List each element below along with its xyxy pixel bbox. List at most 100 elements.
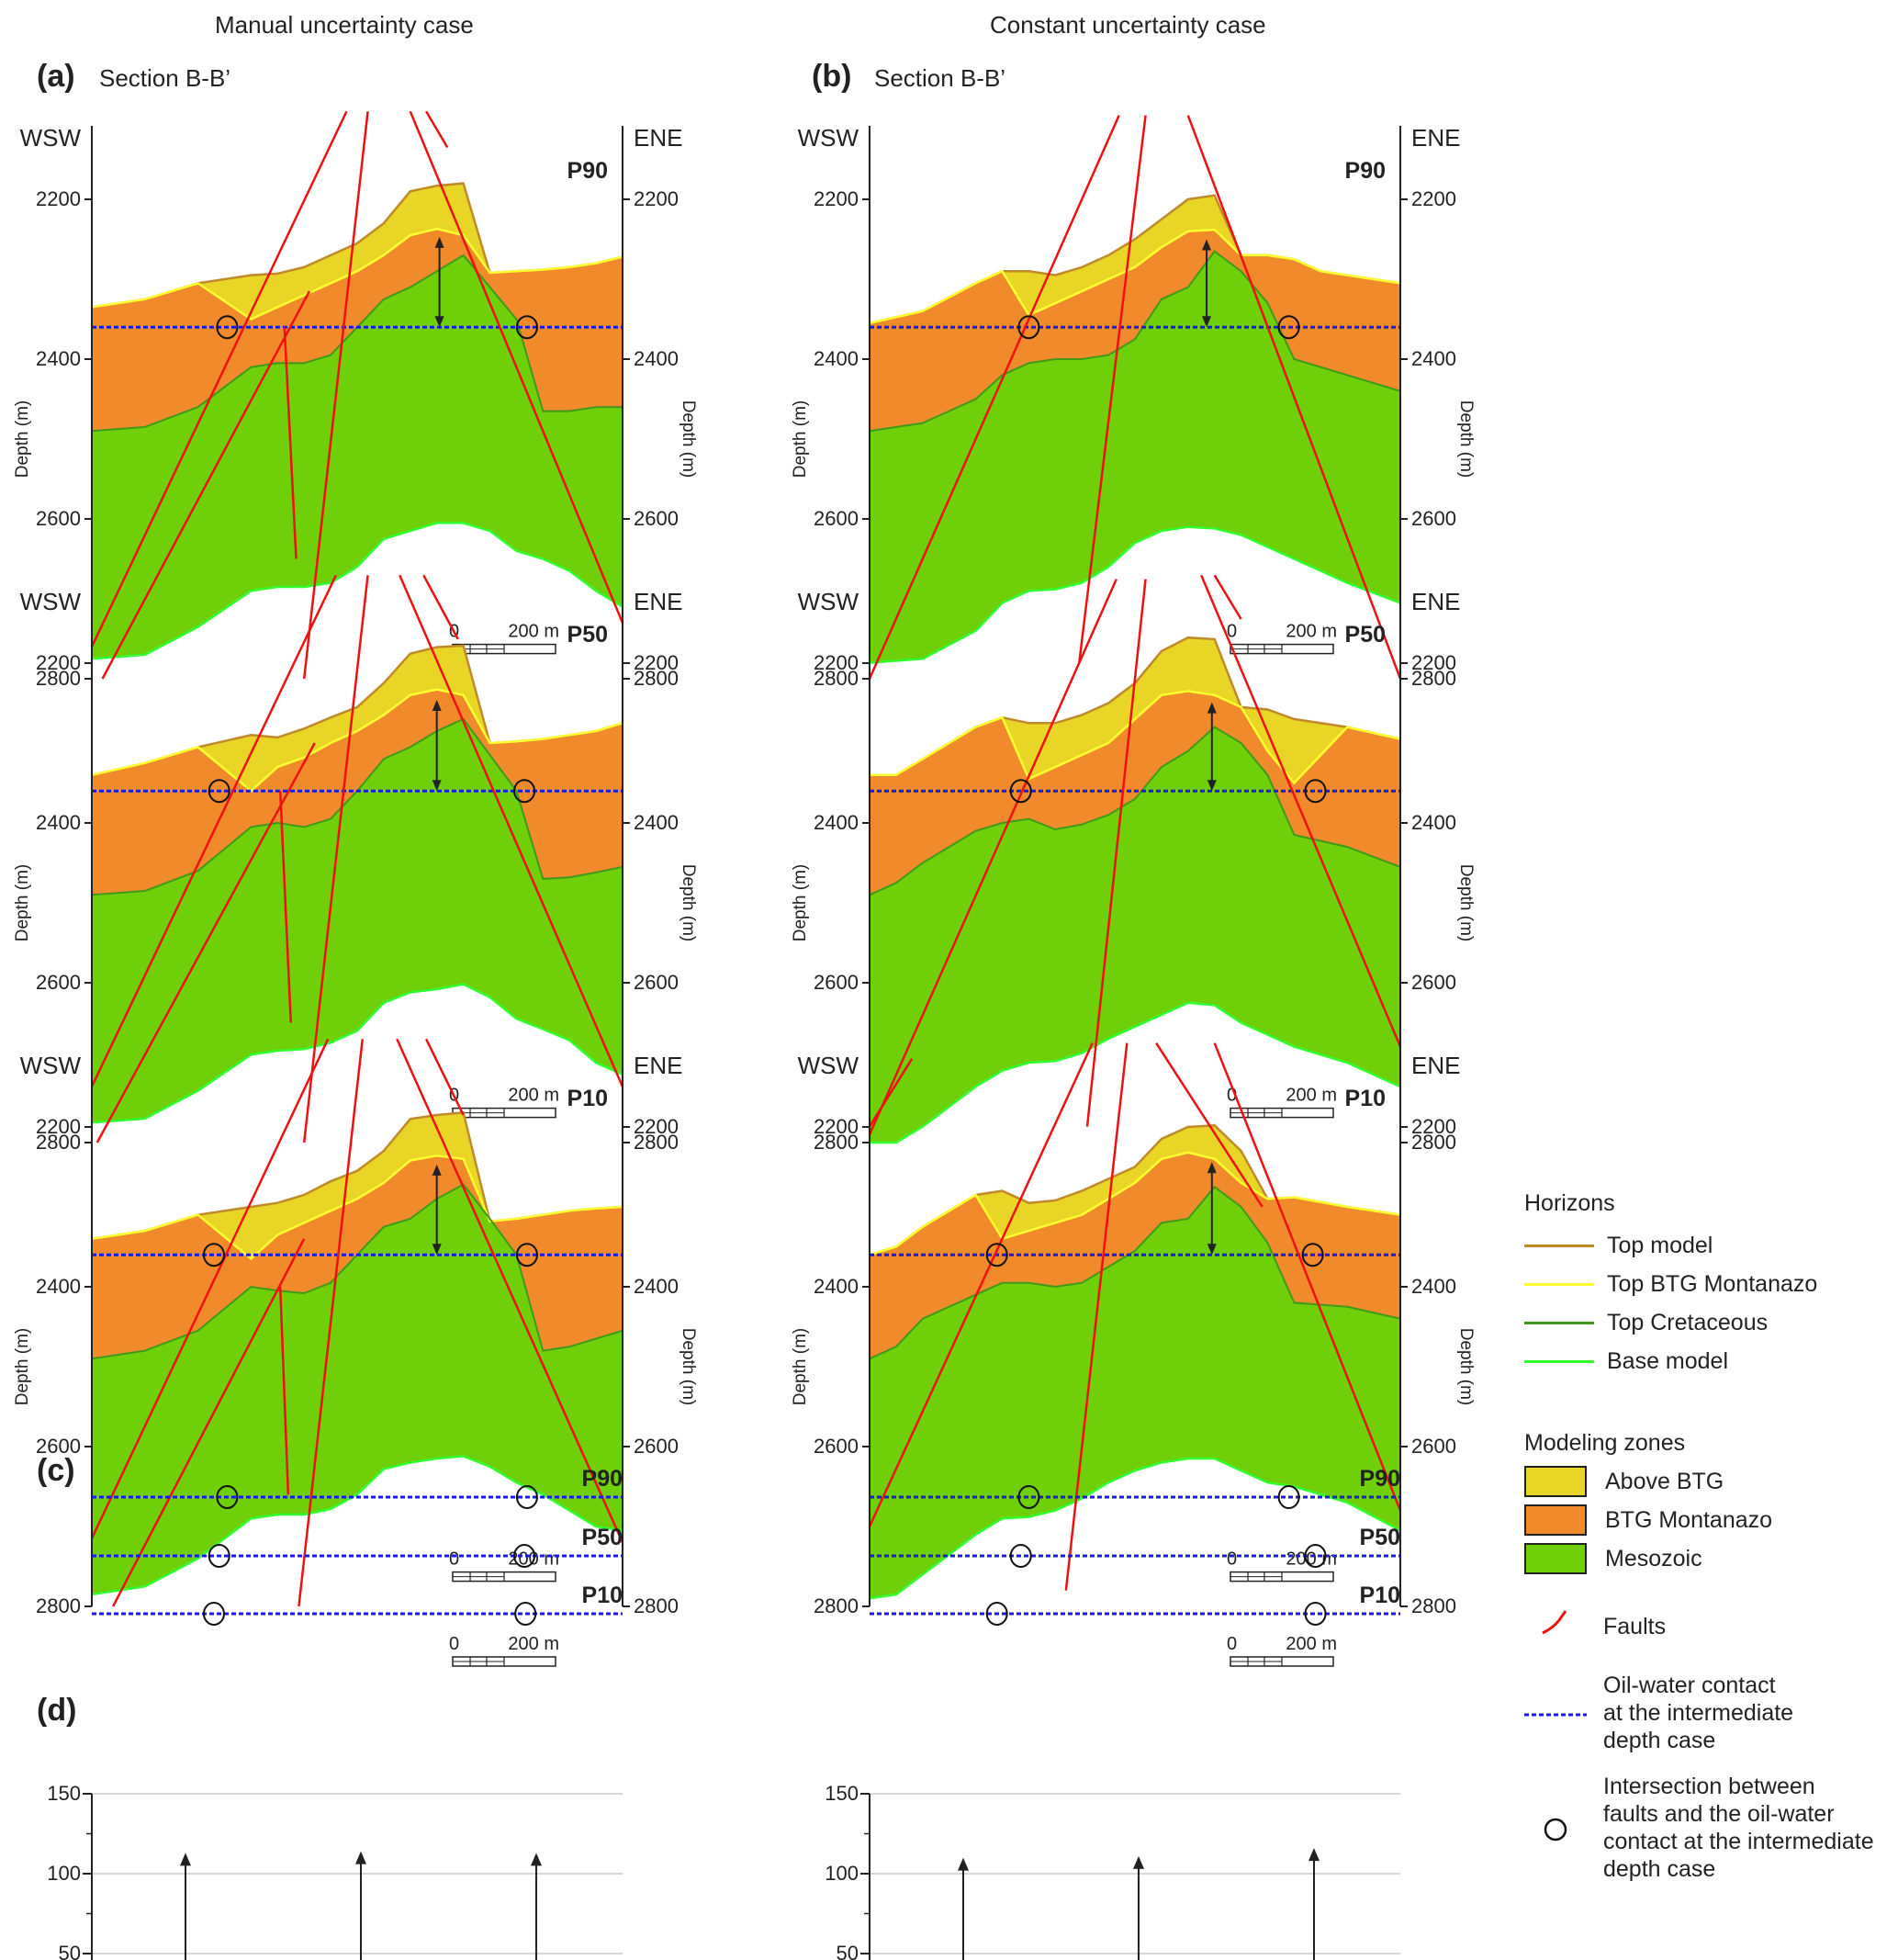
- legend-zone-label: Above BTG: [1605, 1469, 1724, 1494]
- owc-fault-intersection-circle: [1301, 1243, 1324, 1267]
- case-label-p10: P10: [567, 1086, 608, 1111]
- zone-mesozoic: [92, 254, 623, 659]
- depth-tick-label-left: 2400: [36, 347, 81, 370]
- arrow-head-up-icon: [432, 1164, 442, 1176]
- zone-mesozoic: [92, 718, 623, 1123]
- direction-label-wsw: WSW: [798, 124, 859, 152]
- panel-letter-b: (b): [812, 59, 852, 94]
- horizon-top-cretaceous: [91, 1183, 623, 1360]
- y-tick-label: 150: [825, 1782, 859, 1805]
- zone-color-swatch-icon: [1524, 1543, 1587, 1574]
- fault-line: [399, 574, 624, 1087]
- owc-fault-intersection-circle: [515, 1485, 538, 1509]
- legend-zone-item: Mesozoic: [1524, 1541, 1892, 1580]
- legend-zone-label: BTG Montanazo: [1605, 1507, 1773, 1533]
- depth-tick-label-right: 2400: [1411, 1275, 1456, 1298]
- depth-axis-title-left: Depth (m): [791, 1328, 810, 1405]
- fault-line: [1213, 1042, 1402, 1512]
- owc-row-label-p90: P90: [1360, 1466, 1400, 1492]
- horizon-base-model: [91, 522, 623, 660]
- horizon-top-cretaceous: [91, 253, 623, 433]
- owc-fault-intersection-circle: [514, 1602, 537, 1626]
- depth-tick-label-right: 2800: [634, 1594, 679, 1617]
- arrow-head-up-icon: [1207, 702, 1217, 714]
- depth-axis-title-right: Depth (m): [679, 1328, 698, 1405]
- legend-zone-label: Mesozoic: [1605, 1546, 1702, 1571]
- case-label-p90: P90: [567, 158, 608, 184]
- y-tick-label: 150: [47, 1782, 81, 1805]
- column-title-constant: Constant uncertainty case: [990, 11, 1266, 39]
- depth-axis-title-left: Depth (m): [13, 864, 32, 941]
- legend-intersection-label-line: depth case: [1603, 1856, 1716, 1882]
- depth-tick-label-left: 2800: [814, 667, 859, 690]
- owc-fault-intersection-circle: [1304, 1602, 1327, 1626]
- fault-line: [101, 290, 311, 680]
- arrow-head-up-icon: [1308, 1848, 1320, 1862]
- arrow-head-up-icon: [180, 1853, 191, 1866]
- depth-tick-label-right: 2800: [1411, 1594, 1456, 1617]
- fault-line: [90, 574, 338, 1087]
- direction-label-wsw: WSW: [798, 1052, 859, 1079]
- depth-tick-label-left: 2400: [36, 1275, 81, 1298]
- zone-above-btg: [92, 183, 623, 320]
- owc-fault-intersection-circle: [1277, 1485, 1300, 1509]
- depth-tick-label-left: 2200: [36, 651, 81, 674]
- fault-line: [278, 791, 292, 1023]
- legend-horizon-label: Top model: [1607, 1233, 1713, 1258]
- legend-intersection-label-line: faults and the oil-water: [1603, 1801, 1835, 1827]
- owc-row-label-p10: P10: [582, 1583, 623, 1608]
- legend-intersection-label-line: Intersection between: [1603, 1774, 1815, 1799]
- scale-bar-label-start: 0: [449, 1634, 459, 1654]
- fault-line: [409, 110, 624, 624]
- scale-bar-label-end: 200 m: [508, 622, 559, 642]
- depth-axis-title-right: Depth (m): [1456, 1328, 1476, 1405]
- legend-zone-item: BTG Montanazo: [1524, 1503, 1892, 1541]
- depth-tick-label-right: 2600: [634, 1435, 679, 1458]
- fault-line: [1078, 115, 1147, 663]
- depth-tick-label-right: 2200: [1411, 651, 1456, 674]
- depth-tick-label-left: 2400: [36, 811, 81, 834]
- direction-label-wsw: WSW: [20, 588, 82, 615]
- owc-fault-intersection-circle: [513, 1544, 536, 1568]
- legend-horizon-item: Base model: [1524, 1342, 1892, 1380]
- depth-tick-label-right: 2200: [1411, 1115, 1456, 1138]
- legend-horizons-title: Horizons: [1524, 1190, 1615, 1216]
- horizon-line-swatch-icon: [1524, 1283, 1594, 1286]
- legend-faults-label: Faults: [1603, 1614, 1667, 1639]
- intersection-circle-icon: [1544, 1818, 1567, 1842]
- fault-line: [396, 1038, 624, 1543]
- fault-line: [1200, 574, 1402, 1048]
- owc-fault-intersection-circle: [1304, 1544, 1327, 1568]
- depth-tick-label-right: 2400: [1411, 811, 1456, 834]
- owc-row-label-p50: P50: [1360, 1525, 1400, 1550]
- zone-btg-montanazo: [870, 1152, 1400, 1359]
- direction-label-ene: ENE: [634, 588, 682, 615]
- depth-tick-label-left: 2800: [36, 1131, 81, 1154]
- horizon-top-btg-montanazo: [870, 690, 1401, 785]
- horizon-top-btg-montanazo: [91, 227, 623, 321]
- cross-section-p50-constant: 2200 2200 2400 2400 2600 2600 2800 2800 WSW ENE P5…: [791, 574, 1476, 1154]
- legend-horizon-label: Top BTG Montanazo: [1607, 1271, 1818, 1297]
- horizon-base-model: [869, 525, 1401, 664]
- section-label-a: Section B-B’: [99, 64, 231, 92]
- scale-bar-label-start: 0: [449, 1549, 459, 1570]
- direction-label-ene: ENE: [634, 124, 682, 152]
- fault-icon: [1542, 1610, 1567, 1635]
- depth-tick-label-left: 2600: [814, 507, 859, 530]
- depth-tick-label-left: 2400: [814, 1275, 859, 1298]
- depth-tick-label-left: 2600: [36, 1435, 81, 1458]
- scale-bar-label-start: 0: [1227, 1549, 1237, 1570]
- fault-line: [425, 1038, 465, 1116]
- fault-line: [868, 1042, 1094, 1527]
- case-label-p50: P50: [567, 622, 608, 648]
- horizon-base-model: [869, 1457, 1401, 1600]
- fault-line: [1064, 1042, 1129, 1591]
- scale-bar-label-end: 200 m: [508, 1634, 559, 1654]
- depth-tick-label-right: 2800: [634, 1131, 679, 1154]
- owc-fault-intersection-circle: [515, 315, 538, 340]
- case-label-p50: P50: [1345, 622, 1386, 648]
- horizon-top-btg-montanazo: [869, 1151, 1401, 1256]
- depth-tick-label-right: 2800: [1411, 667, 1456, 690]
- owc-fault-intersection-circle: [985, 1602, 1008, 1626]
